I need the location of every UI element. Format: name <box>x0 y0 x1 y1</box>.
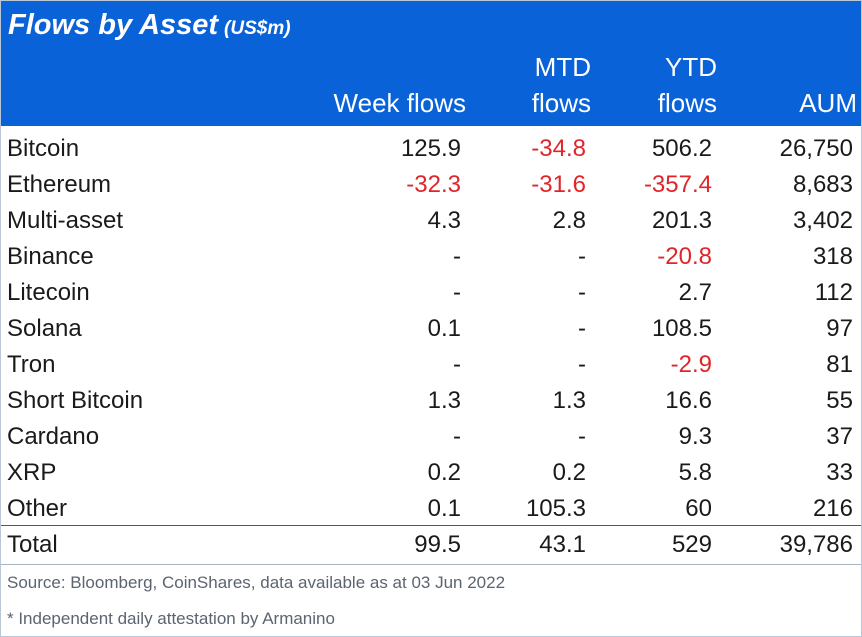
cell-aum: 97 <box>826 315 853 342</box>
table-row-total: Total 99.5 43.1 529 39,786 <box>1 527 861 563</box>
cell-mtd: -31.6 <box>531 171 586 198</box>
total-week: 99.5 <box>414 531 461 558</box>
cell-ytd: 5.8 <box>678 459 712 486</box>
cell-aum: 112 <box>814 279 853 306</box>
cell-ytd: 2.7 <box>678 279 712 306</box>
column-header-ytd-line1: YTD <box>665 52 717 82</box>
cell-week: 0.1 <box>427 315 461 342</box>
column-header-week-label: Week flows <box>333 88 466 118</box>
table-title: Flows by Asset (US$m) <box>8 9 291 42</box>
cell-mtd: - <box>578 315 586 342</box>
table-row: Short Bitcoin 1.3 1.3 16.6 55 <box>1 383 861 419</box>
asset-name: Solana <box>7 315 82 342</box>
cell-mtd: - <box>578 351 586 378</box>
cell-ytd: -20.8 <box>657 243 712 270</box>
column-header-mtd-line1: MTD <box>534 52 591 82</box>
cell-week: - <box>453 423 461 450</box>
title-unit: (US$m) <box>224 18 291 39</box>
cell-mtd: 2.8 <box>552 207 586 234</box>
column-header-ytd-line2: flows <box>657 88 717 118</box>
asset-name: Binance <box>7 243 94 270</box>
table-row: Cardano - - 9.3 37 <box>1 419 861 455</box>
cell-ytd: 16.6 <box>665 387 712 414</box>
cell-aum: 33 <box>826 459 853 486</box>
cell-aum: 81 <box>826 351 853 378</box>
cell-ytd: -357.4 <box>643 171 712 198</box>
asset-name: Cardano <box>7 423 100 450</box>
asset-name: Tron <box>7 351 56 378</box>
cell-ytd: 506.2 <box>651 135 712 162</box>
total-aum: 39,786 <box>779 531 853 558</box>
cell-week: - <box>453 279 461 306</box>
source-note: Source: Bloomberg, CoinShares, data avai… <box>7 573 506 592</box>
footnote: * Independent daily attestation by Arman… <box>7 609 335 628</box>
column-header-ytd: YTD flows <box>601 51 717 119</box>
cell-mtd: 105.3 <box>525 495 586 522</box>
cell-aum: 3,402 <box>792 207 853 234</box>
total-mtd: 43.1 <box>539 531 586 558</box>
cell-ytd: 201.3 <box>651 207 712 234</box>
asset-name: Short Bitcoin <box>7 387 144 414</box>
asset-name: Other <box>7 495 68 522</box>
cell-week: - <box>453 243 461 270</box>
table-row: Solana 0.1 - 108.5 97 <box>1 311 861 347</box>
cell-aum: 318 <box>812 243 853 270</box>
column-header-aum: AUM <box>731 87 857 119</box>
asset-name: Litecoin <box>7 279 90 306</box>
asset-name: XRP <box>7 459 57 486</box>
table-row: Tron - - -2.9 81 <box>1 347 861 383</box>
cell-week: -32.3 <box>406 171 461 198</box>
footer-divider <box>1 564 861 565</box>
table-row: Litecoin - - 2.7 112 <box>1 275 861 311</box>
column-header-mtd-line2: flows <box>531 88 591 118</box>
cell-week: 0.1 <box>427 495 461 522</box>
table-row: XRP 0.2 0.2 5.8 33 <box>1 455 861 491</box>
asset-name: Multi-asset <box>7 207 124 234</box>
cell-mtd: - <box>578 279 586 306</box>
cell-ytd: 60 <box>685 495 712 522</box>
cell-week: - <box>453 351 461 378</box>
cell-ytd: 9.3 <box>678 423 712 450</box>
cell-ytd: 108.5 <box>651 315 712 342</box>
cell-mtd: 1.3 <box>552 387 586 414</box>
cell-mtd: 0.2 <box>552 459 586 486</box>
table-row: Binance - - -20.8 318 <box>1 239 861 275</box>
cell-aum: 216 <box>812 495 853 522</box>
cell-aum: 8,683 <box>792 171 853 198</box>
table-row: Other 0.1 105.3 60 216 <box>1 491 861 527</box>
cell-mtd: -34.8 <box>531 135 586 162</box>
total-ytd: 529 <box>671 531 712 558</box>
cell-week: 1.3 <box>427 387 461 414</box>
cell-week: 4.3 <box>427 207 461 234</box>
cell-aum: 55 <box>826 387 853 414</box>
table-row: Bitcoin 125.9 -34.8 506.2 26,750 <box>1 131 861 167</box>
cell-mtd: - <box>578 423 586 450</box>
cell-aum: 26,750 <box>779 135 853 162</box>
cell-week: 125.9 <box>400 135 461 162</box>
asset-name: Ethereum <box>7 171 112 198</box>
title-text: Flows by Asset <box>8 9 219 41</box>
column-header-aum-label: AUM <box>799 88 857 118</box>
cell-week: 0.2 <box>427 459 461 486</box>
asset-name: Bitcoin <box>7 135 80 162</box>
cell-aum: 37 <box>826 423 853 450</box>
table-row: Ethereum -32.3 -31.6 -357.4 8,683 <box>1 167 861 203</box>
cell-mtd: - <box>578 243 586 270</box>
total-label: Total <box>7 531 58 558</box>
table-header: Flows by Asset (US$m) Week flows MTD flow… <box>1 1 861 126</box>
table-row: Multi-asset 4.3 2.8 201.3 3,402 <box>1 203 861 239</box>
column-header-week: Week flows <box>301 87 466 119</box>
column-header-mtd: MTD flows <box>481 51 591 119</box>
cell-ytd: -2.9 <box>670 351 712 378</box>
total-divider <box>1 525 861 526</box>
